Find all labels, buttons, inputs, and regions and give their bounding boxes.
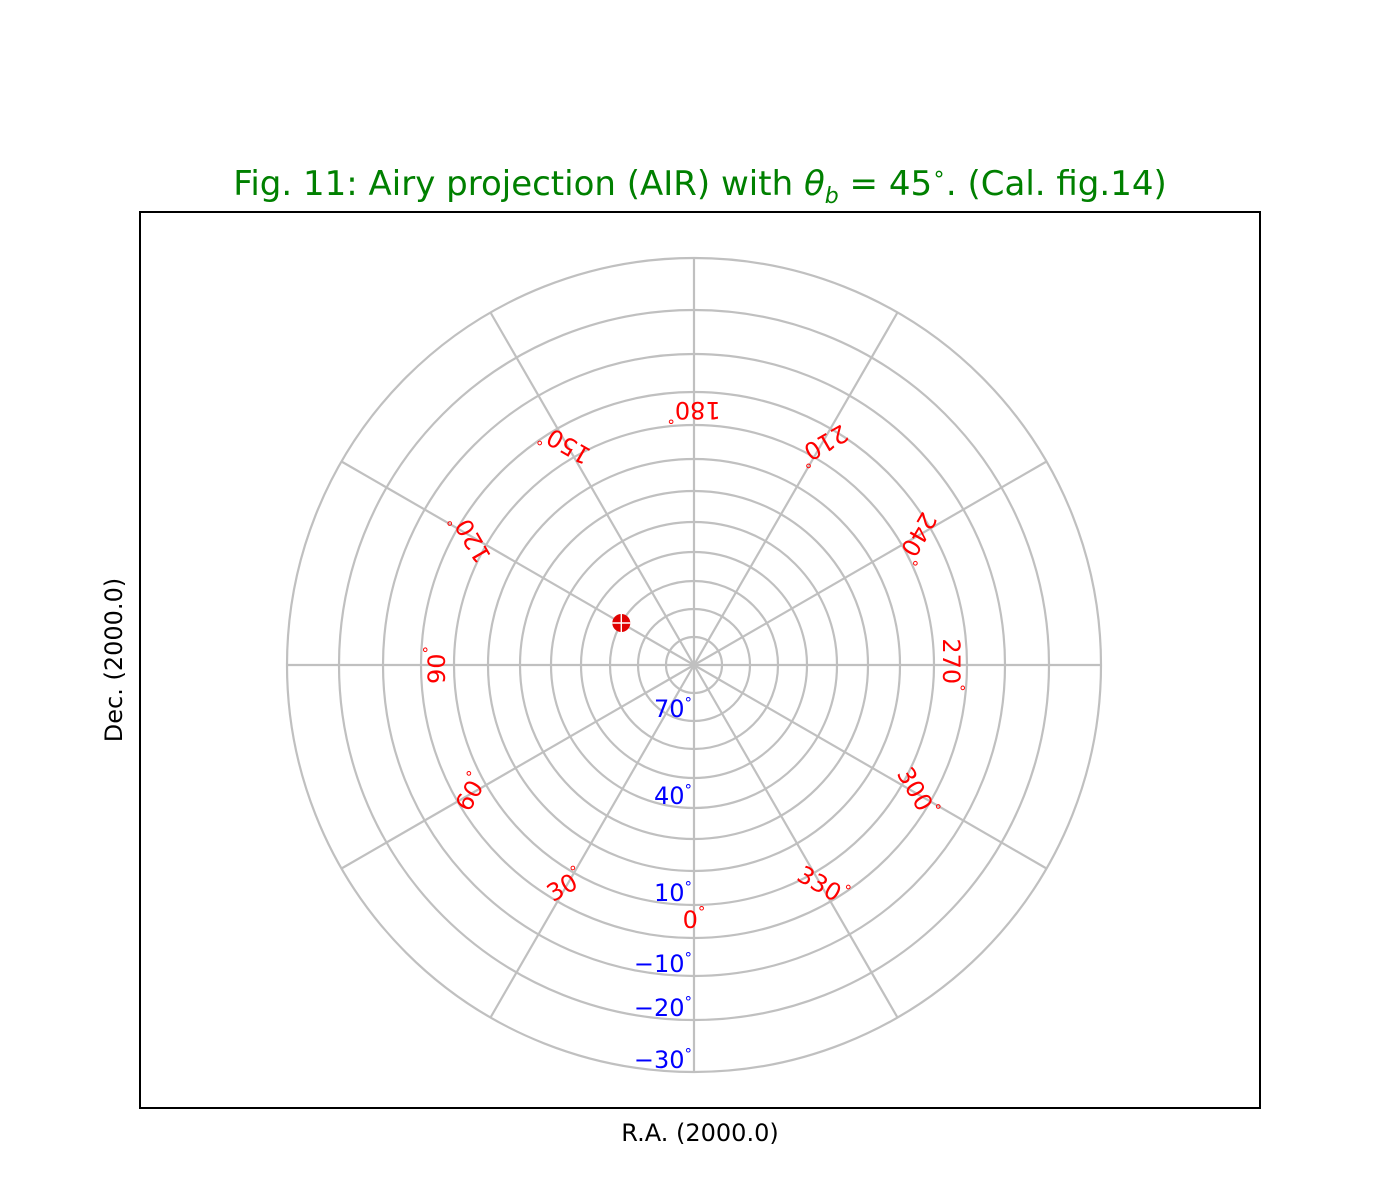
chart-title: Fig. 11: Airy projection (AIR) with θb =… xyxy=(233,162,1166,209)
dec-tick-label: 10° xyxy=(654,878,692,907)
x-axis-label: R.A. (2000.0) xyxy=(621,1119,778,1147)
ra-meridian xyxy=(489,664,695,1019)
y-axis-label: Dec. (2000.0) xyxy=(100,578,128,742)
ra-meridian xyxy=(340,460,695,666)
plot-frame xyxy=(139,211,1261,1109)
dec-tick-label: 70° xyxy=(654,694,692,723)
title-prefix: Fig. 11: Airy projection (AIR) with xyxy=(233,164,804,204)
ra-meridian xyxy=(340,664,695,870)
dec-tick-labels: 70° 40° 10° −10° −20° −30° xyxy=(634,694,692,1074)
ra-tick-label: 150° xyxy=(534,419,596,473)
title-suffix: . (Cal. fig.14) xyxy=(946,164,1167,204)
ra-tick-label: 60° xyxy=(447,767,493,816)
title-theta: θ xyxy=(804,164,825,204)
dec-tick-label: −20° xyxy=(634,993,692,1022)
ra-tick-label: 270° xyxy=(937,638,969,691)
title-subscript: b xyxy=(825,184,839,209)
ra-meridian xyxy=(693,664,1048,870)
ra-meridian xyxy=(693,460,1048,666)
dec-tick-label: 40° xyxy=(654,781,692,810)
ra-tick-label: 330° xyxy=(792,857,854,911)
markers xyxy=(612,614,631,632)
ra-meridian xyxy=(489,311,695,666)
graticule xyxy=(285,256,1103,1074)
dec-tick-label: −10° xyxy=(634,949,692,978)
ra-tick-label: 180° xyxy=(667,396,720,428)
title-degree: ∘ xyxy=(932,162,946,187)
title-equals: = 45 xyxy=(839,164,932,204)
ra-tick-label: 90° xyxy=(420,646,452,684)
ra-tick-label: 0° xyxy=(683,903,706,935)
ra-meridian xyxy=(693,311,899,666)
dec-tick-label: −30° xyxy=(634,1045,692,1074)
ra-tick-label: 210° xyxy=(792,419,854,473)
ra-meridian xyxy=(693,664,899,1019)
